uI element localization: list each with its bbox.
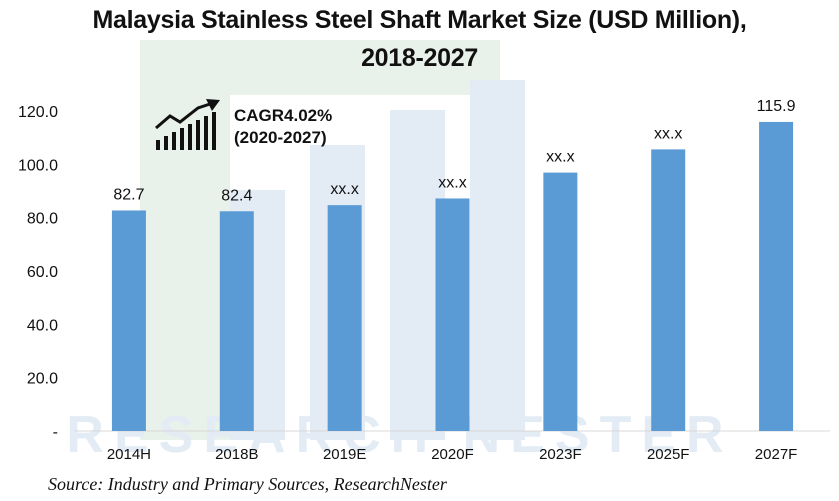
x-tick-label: 2023F — [539, 446, 582, 463]
x-tick-label: 2020F — [431, 446, 474, 463]
growth-chart-icon — [155, 99, 220, 150]
x-tick-label: 2018B — [215, 446, 258, 463]
data-label: xx.x — [654, 125, 682, 142]
data-label: 82.4 — [221, 187, 252, 204]
y-tick-label: 80.0 — [27, 211, 58, 228]
cagr-period: (2020-2027) — [234, 128, 327, 147]
y-tick-label: 40.0 — [27, 317, 58, 334]
bar — [759, 121, 794, 431]
cagr-label: CAGR4.02% — [234, 106, 333, 125]
bar — [651, 149, 686, 431]
chart-title-line1: Malaysia Stainless Steel Shaft Market Si… — [92, 6, 747, 34]
y-tick-label: 60.0 — [27, 264, 58, 281]
data-label: xx.x — [330, 181, 358, 198]
bar — [543, 172, 578, 431]
chart-title-line2: 2018-2027 — [361, 44, 478, 72]
bar — [219, 211, 254, 431]
y-tick-label: 20.0 — [27, 371, 58, 388]
bar — [111, 210, 146, 431]
y-tick-label: 120.0 — [18, 104, 58, 121]
y-tick-label: - — [53, 424, 58, 441]
data-label: xx.x — [546, 149, 574, 166]
x-tick-label: 2027F — [755, 446, 798, 463]
data-label: 115.9 — [757, 98, 796, 115]
y-tick-label: 100.0 — [18, 157, 58, 174]
bar — [327, 205, 362, 431]
source-note: Source: Industry and Primary Sources, Re… — [48, 474, 447, 494]
data-label: xx.x — [438, 174, 466, 191]
bar — [435, 198, 470, 431]
x-tick-label: 2014H — [107, 446, 151, 463]
data-label: 82.7 — [113, 186, 144, 203]
watermark-text: RESEARCH NESTER — [66, 406, 733, 464]
x-tick-label: 2025F — [647, 446, 690, 463]
x-tick-label: 2019E — [323, 446, 366, 463]
